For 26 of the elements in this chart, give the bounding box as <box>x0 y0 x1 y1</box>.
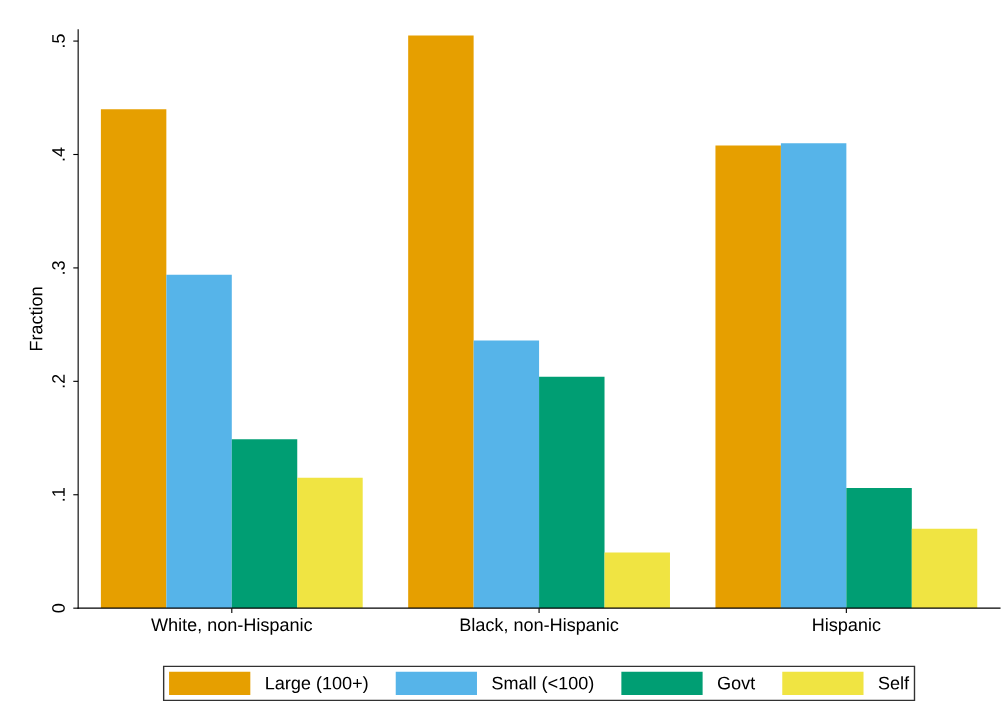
x-tick-label: Hispanic <box>813 617 881 635</box>
y-tick-label: .3 <box>52 261 65 274</box>
legend-label: Govt <box>717 676 756 690</box>
bar <box>297 477 363 609</box>
legend-label: Large (100+) <box>266 676 368 694</box>
bar <box>166 274 232 609</box>
x-tick-label: Black, non-Hispanic <box>460 617 619 635</box>
x-tick-label: White, non-Hispanic <box>151 617 313 635</box>
bar <box>100 109 167 609</box>
legend-label: Small (<100) <box>492 676 594 694</box>
bar <box>539 376 605 609</box>
bar <box>473 340 540 609</box>
y-tick-label: 0 <box>52 603 65 613</box>
y-tick-label: .2 <box>52 374 65 388</box>
legend-label: Self <box>878 676 910 690</box>
bar <box>715 145 781 609</box>
bar <box>408 35 474 609</box>
bar <box>231 439 298 609</box>
y-tick-label: .1 <box>52 488 65 501</box>
bar <box>604 552 670 609</box>
bar <box>911 528 978 609</box>
y-axis-title: Fraction <box>29 287 43 351</box>
y-tick-label: .5 <box>52 34 65 47</box>
y-tick-label: .4 <box>52 147 65 161</box>
bar <box>846 487 912 609</box>
bar <box>780 143 847 609</box>
